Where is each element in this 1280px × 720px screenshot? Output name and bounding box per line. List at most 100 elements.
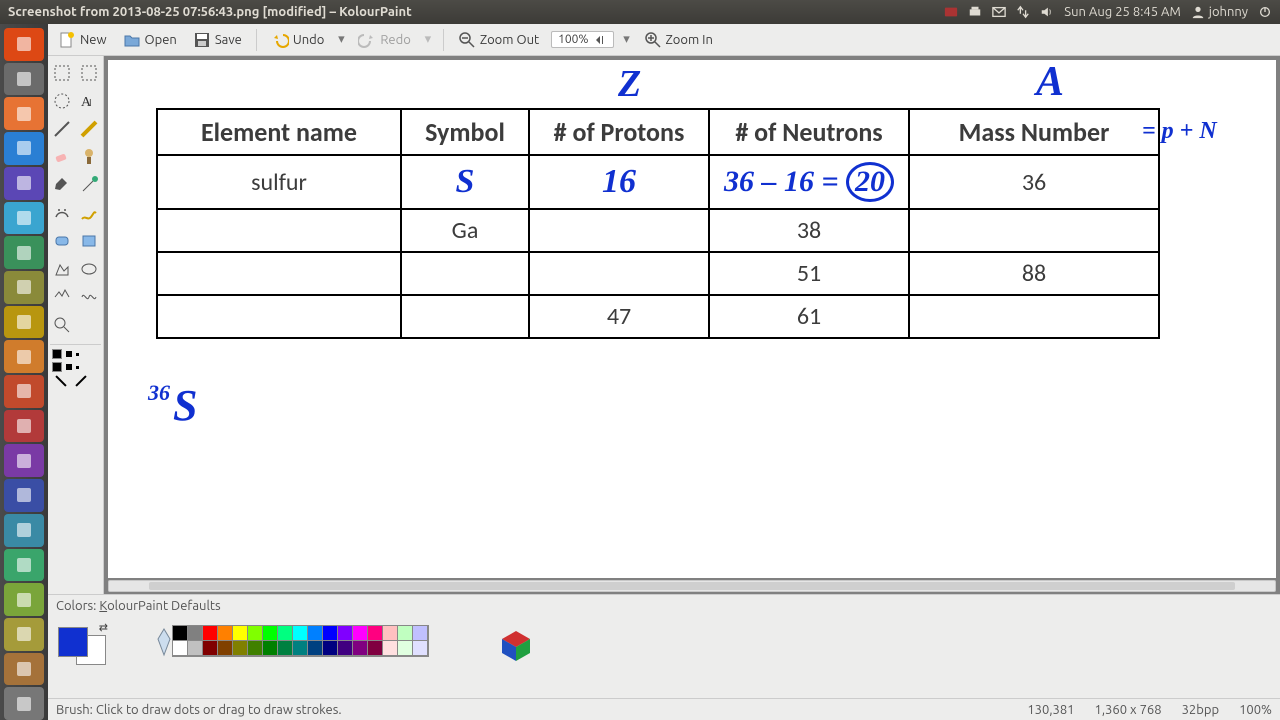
palette-swatch[interactable]	[218, 626, 233, 641]
line-tool[interactable]	[50, 116, 75, 142]
launcher-item-2[interactable]	[4, 97, 44, 130]
palette-swatch[interactable]	[323, 626, 338, 641]
palette-swatch[interactable]	[413, 641, 428, 656]
volume-icon[interactable]	[1040, 5, 1054, 19]
palette-swatch[interactable]	[293, 641, 308, 656]
ellipse-tool[interactable]	[77, 256, 102, 282]
zoom-level-select[interactable]: 100%	[551, 31, 613, 48]
connected-lines-tool[interactable]	[77, 200, 102, 226]
spray-tool[interactable]	[50, 200, 75, 226]
horizontal-scrollbar[interactable]	[108, 580, 1276, 592]
palette-swatch[interactable]	[263, 641, 278, 656]
undo-dropdown[interactable]: ▾	[336, 32, 346, 47]
palette-swatch[interactable]	[263, 626, 278, 641]
new-button[interactable]: New	[54, 29, 111, 51]
launcher-item-13[interactable]	[4, 479, 44, 512]
user-menu[interactable]: johnny	[1191, 5, 1248, 19]
printer-icon[interactable]	[968, 5, 982, 19]
palette-swatch[interactable]	[203, 626, 218, 641]
launcher-item-7[interactable]	[4, 271, 44, 304]
launcher-item-14[interactable]	[4, 514, 44, 547]
palette-swatch[interactable]	[203, 641, 218, 656]
launcher-item-18[interactable]	[4, 653, 44, 686]
palette-swatch[interactable]	[413, 626, 428, 641]
palette-swatch[interactable]	[233, 641, 248, 656]
palette-swatch[interactable]	[233, 626, 248, 641]
zoom-out-button[interactable]: Zoom Out	[454, 29, 543, 51]
palette-swatch[interactable]	[218, 641, 233, 656]
undo-button[interactable]: Undo	[267, 29, 329, 51]
eraser-tool[interactable]	[50, 144, 75, 170]
launcher-item-6[interactable]	[4, 236, 44, 269]
color-cube-icon[interactable]	[498, 627, 534, 663]
launcher-item-16[interactable]	[4, 583, 44, 616]
launcher-item-12[interactable]	[4, 444, 44, 477]
fg-color-swatch[interactable]	[58, 627, 88, 657]
palette-swatch[interactable]	[278, 626, 293, 641]
palette-swatch[interactable]	[338, 641, 353, 656]
brush-tool[interactable]	[77, 144, 102, 170]
zoom-in-button[interactable]: Zoom In	[640, 29, 717, 51]
launcher-item-10[interactable]	[4, 375, 44, 408]
session-icon[interactable]	[1258, 5, 1272, 19]
color-picker-tool[interactable]	[77, 172, 102, 198]
zoom-tool[interactable]	[50, 312, 75, 338]
polygon-tool[interactable]	[50, 256, 75, 282]
zoom-dropdown[interactable]: ▾	[622, 32, 632, 47]
rounded-rect-tool[interactable]	[50, 228, 75, 254]
launcher-item-15[interactable]	[4, 549, 44, 582]
launcher-item-11[interactable]	[4, 410, 44, 443]
launcher-item-4[interactable]	[4, 167, 44, 200]
color-similarity-icon[interactable]	[156, 627, 172, 657]
palette-swatch[interactable]	[338, 626, 353, 641]
tray-warning-icon[interactable]	[944, 5, 958, 19]
palette-swatch[interactable]	[188, 626, 203, 641]
palette-swatch[interactable]	[368, 626, 383, 641]
launcher-item-19[interactable]	[4, 687, 44, 720]
fg-bg-swatches[interactable]: ⇄	[58, 623, 106, 665]
launcher-item-5[interactable]	[4, 202, 44, 235]
rect-select[interactable]	[77, 60, 102, 86]
mail-icon[interactable]	[992, 5, 1006, 19]
launcher-item-9[interactable]	[4, 340, 44, 373]
text-tool[interactable]: AI	[77, 88, 102, 114]
palette-swatch[interactable]	[383, 641, 398, 656]
clock[interactable]: Sun Aug 25 8:45 AM	[1064, 5, 1181, 19]
swap-colors-icon[interactable]: ⇄	[99, 621, 108, 634]
palette-swatch[interactable]	[368, 641, 383, 656]
palette-swatch[interactable]	[293, 626, 308, 641]
redo-dropdown[interactable]: ▾	[423, 32, 433, 47]
curve-tool[interactable]	[77, 284, 102, 310]
palette-swatch[interactable]	[248, 626, 263, 641]
launcher-item-17[interactable]	[4, 618, 44, 651]
palette-swatch[interactable]	[308, 626, 323, 641]
save-button[interactable]: Save	[189, 29, 246, 51]
color-palette[interactable]	[172, 625, 429, 657]
open-button[interactable]: Open	[119, 29, 181, 51]
palette-swatch[interactable]	[173, 626, 188, 641]
tool-options[interactable]	[50, 344, 101, 394]
freeform-select[interactable]	[50, 60, 75, 86]
palette-swatch[interactable]	[323, 641, 338, 656]
palette-swatch[interactable]	[383, 626, 398, 641]
launcher-item-8[interactable]	[4, 306, 44, 339]
palette-swatch[interactable]	[308, 641, 323, 656]
launcher-item-3[interactable]	[4, 132, 44, 165]
launcher-item-0[interactable]	[4, 28, 44, 61]
palette-swatch[interactable]	[398, 641, 413, 656]
rect-tool[interactable]	[77, 228, 102, 254]
pen-tool[interactable]	[77, 116, 102, 142]
palette-swatch[interactable]	[278, 641, 293, 656]
polyline-tool[interactable]	[50, 284, 75, 310]
network-icon[interactable]	[1016, 5, 1030, 19]
launcher-item-1[interactable]	[4, 63, 44, 96]
palette-swatch[interactable]	[173, 641, 188, 656]
palette-swatch[interactable]	[353, 641, 368, 656]
palette-swatch[interactable]	[248, 641, 263, 656]
fill-tool[interactable]	[50, 172, 75, 198]
ellipse-select[interactable]	[50, 88, 75, 114]
palette-swatch[interactable]	[188, 641, 203, 656]
palette-swatch[interactable]	[353, 626, 368, 641]
canvas[interactable]: Z A = p + N 36 S Element nameSymbol# of …	[108, 60, 1276, 578]
palette-swatch[interactable]	[398, 626, 413, 641]
